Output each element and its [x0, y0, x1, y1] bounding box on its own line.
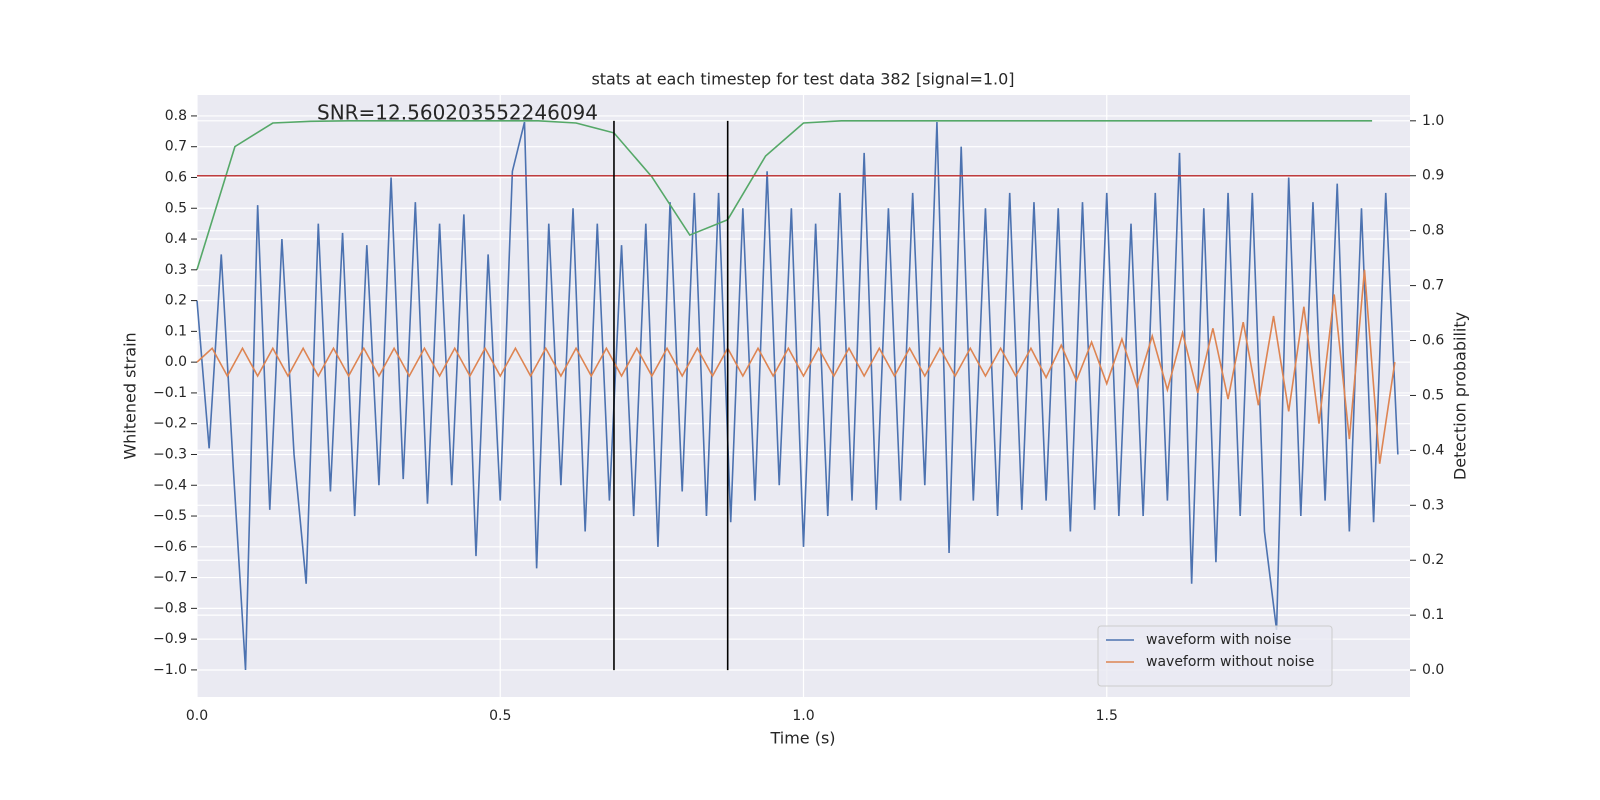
y2-tick-label: 0.3 [1422, 497, 1444, 513]
chart-title: stats at each timestep for test data 382… [591, 70, 1014, 89]
y2-tick-label: 0.5 [1422, 387, 1444, 403]
legend-label: waveform without noise [1146, 654, 1314, 670]
x-tick-label: 0.0 [186, 708, 208, 724]
y-tick-label: −0.7 [153, 570, 187, 586]
y-tick-label: −1.0 [153, 662, 187, 678]
y-tick-label: 0.4 [165, 231, 187, 247]
legend-label: waveform with noise [1146, 632, 1291, 648]
x-axis-label: Time (s) [769, 729, 835, 748]
y2-tick-label: 0.1 [1422, 607, 1444, 623]
y2-tick-label: 0.4 [1422, 442, 1444, 458]
y-tick-label: 0.8 [165, 108, 187, 124]
y2-tick-label: 0.2 [1422, 552, 1444, 568]
y-tick-label: 0.0 [165, 354, 187, 370]
y-tick-label: −0.4 [153, 477, 187, 493]
y-tick-label: 0.5 [165, 200, 187, 216]
series-line [196, 269, 1396, 464]
annotation: SNR=12.560203552246094 [317, 101, 598, 125]
y-tick-label: −0.9 [153, 631, 187, 647]
y2-tick-label: 0.7 [1422, 278, 1444, 294]
y2-tick-label: 0.8 [1422, 223, 1444, 239]
y-tick-label: −0.6 [153, 539, 187, 555]
y-axis-label: Whitened strain [121, 332, 140, 459]
y-tick-label: −0.3 [153, 446, 187, 462]
grid [196, 95, 1410, 697]
y-tick-label: −0.5 [153, 508, 187, 524]
y-tick-label: −0.2 [153, 416, 187, 432]
y-tick-label: −0.8 [153, 600, 187, 616]
labels: 0.0 0.5 1.0 1.5 −1.0 −0.9 −0.8 −0.7 −0.6 −0.5 −0.4… [153, 108, 1444, 724]
y2-tick-label: 0.0 [1422, 662, 1444, 678]
x-tick-label: 1.0 [792, 708, 814, 724]
y-tick-label: 0.1 [165, 323, 187, 339]
x-tick-label: 1.5 [1096, 708, 1118, 724]
y2-tick-label: 0.6 [1422, 333, 1444, 349]
y2-tick-label: 0.9 [1422, 168, 1444, 184]
legend-box [1097, 625, 1333, 687]
marks [196, 120, 1410, 671]
legend: waveform with noise waveform without nois… [1097, 625, 1333, 687]
series-line [196, 121, 1399, 670]
y-tick-label: 0.2 [165, 293, 187, 309]
y-tick-label: 0.6 [165, 169, 187, 185]
y-tick-label: 0.3 [165, 262, 187, 278]
y2-axis-label: Detection probability [1451, 312, 1470, 480]
y2-tick-label: 1.0 [1422, 113, 1444, 129]
series-line [196, 120, 1373, 270]
x-tick-label: 0.5 [489, 708, 511, 724]
y-tick-label: −0.1 [153, 385, 187, 401]
y-tick-label: 0.7 [165, 139, 187, 155]
